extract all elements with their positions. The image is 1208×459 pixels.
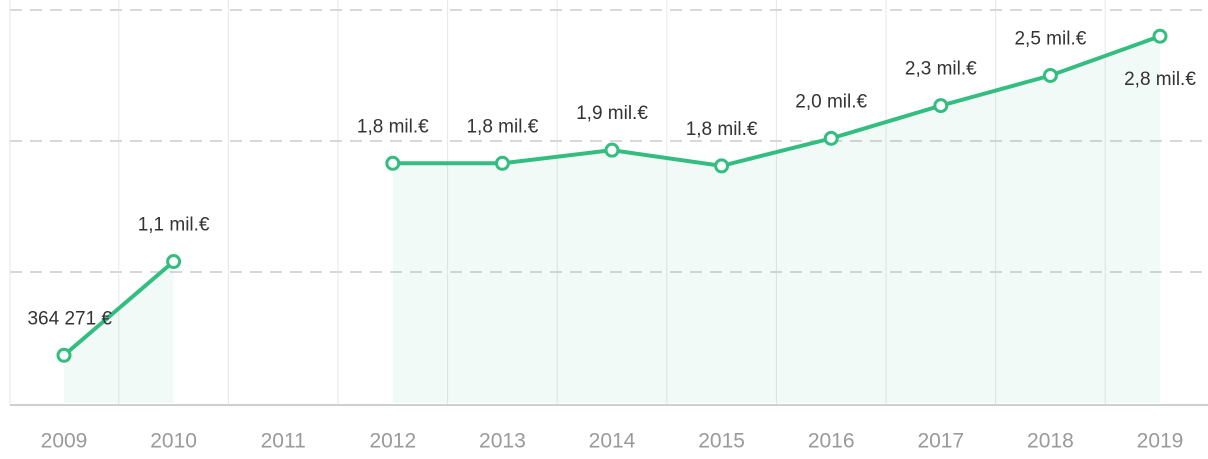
line: [62, 260, 175, 357]
value-label: 2,0 mil.€: [795, 91, 867, 112]
value-label: 1,9 mil.€: [576, 103, 648, 124]
x-tick-label: 2019: [1137, 430, 1184, 453]
point: [494, 155, 510, 171]
value-label: 1,8 mil.€: [466, 116, 538, 137]
area: [392, 36, 1160, 403]
x-tick-label: 2016: [808, 430, 855, 453]
value-label: 2,3 mil.€: [905, 59, 977, 80]
point: [1042, 68, 1058, 83]
value-label: 2,8 mil.€: [1124, 69, 1196, 90]
area: [64, 261, 174, 403]
point: [823, 130, 839, 146]
value-label: 364 271 €: [27, 308, 112, 329]
x-tick-label: 2012: [369, 430, 416, 453]
line: [392, 34, 1161, 168]
value-label: 1,1 mil.€: [138, 215, 210, 236]
point: [714, 158, 730, 174]
point: [933, 98, 949, 114]
x-tick-label: 2015: [698, 430, 745, 453]
point: [1152, 28, 1168, 44]
x-tick-label: 2017: [917, 430, 964, 453]
point: [385, 155, 401, 171]
x-tick-label: 2009: [41, 430, 88, 453]
x-tick-label: 2013: [479, 430, 526, 453]
point: [56, 347, 72, 363]
point: [604, 142, 620, 158]
value-label: 2,5 mil.€: [1014, 29, 1086, 50]
point: [166, 254, 182, 270]
x-tick-label: 2014: [589, 430, 636, 453]
value-label: 1,8 mil.€: [686, 119, 758, 140]
x-tick-label: 2010: [150, 430, 197, 453]
x-tick-label: 2018: [1027, 430, 1074, 453]
x-tick-label: 2011: [261, 430, 306, 453]
value-label: 1,8 mil.€: [357, 116, 429, 137]
